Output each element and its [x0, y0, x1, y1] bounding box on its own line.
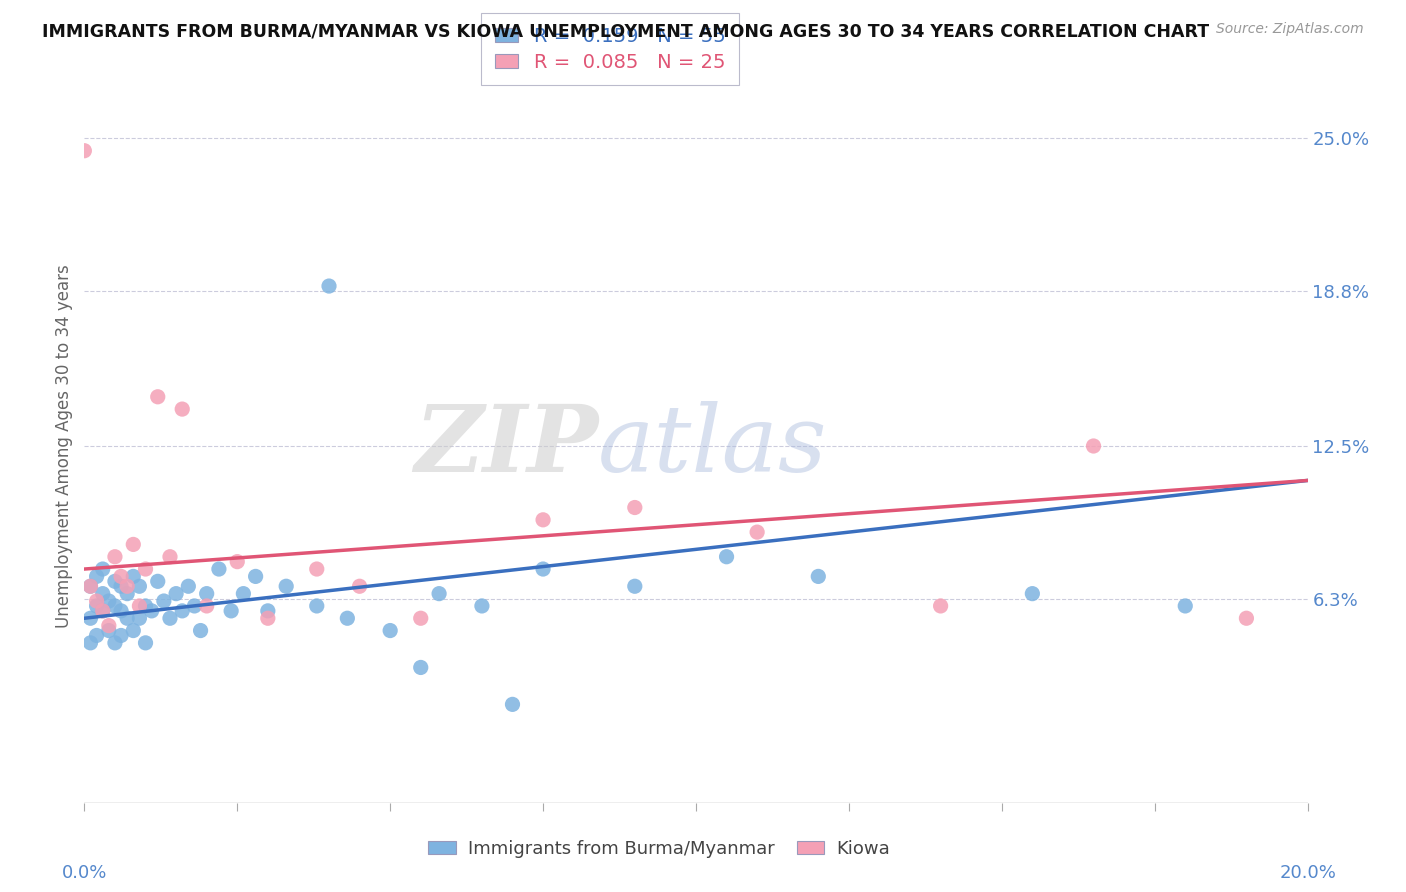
Point	[807, 569, 830, 583]
Point	[141, 604, 163, 618]
Point	[104, 599, 127, 613]
Point	[135, 599, 157, 613]
Point	[172, 604, 194, 618]
Point	[219, 604, 242, 618]
Point	[1083, 439, 1105, 453]
Point	[232, 587, 254, 601]
Point	[79, 579, 101, 593]
Point	[177, 579, 200, 593]
Point	[86, 594, 108, 608]
Point	[104, 549, 127, 564]
Point	[110, 604, 132, 618]
Point	[183, 599, 205, 613]
Point	[716, 549, 738, 564]
Text: 20.0%: 20.0%	[1279, 864, 1336, 882]
Point	[195, 587, 218, 601]
Point	[128, 599, 150, 613]
Point	[427, 587, 450, 601]
Point	[747, 525, 769, 540]
Point	[110, 628, 132, 642]
Point	[305, 599, 328, 613]
Point	[190, 624, 212, 638]
Point	[110, 579, 132, 593]
Point	[471, 599, 494, 613]
Point	[122, 569, 145, 583]
Point	[122, 537, 145, 551]
Text: 0.0%: 0.0%	[62, 864, 107, 882]
Point	[86, 569, 108, 583]
Point	[97, 594, 120, 608]
Text: atlas: atlas	[598, 401, 828, 491]
Point	[128, 579, 150, 593]
Point	[257, 604, 280, 618]
Point	[91, 604, 114, 618]
Point	[929, 599, 952, 613]
Point	[409, 611, 432, 625]
Point	[91, 587, 114, 601]
Point	[1236, 611, 1258, 625]
Point	[97, 624, 120, 638]
Point	[115, 611, 138, 625]
Point	[115, 587, 138, 601]
Point	[624, 579, 647, 593]
Point	[110, 569, 132, 583]
Point	[79, 636, 101, 650]
Point	[380, 624, 402, 638]
Legend: Immigrants from Burma/Myanmar, Kiowa: Immigrants from Burma/Myanmar, Kiowa	[422, 833, 897, 865]
Point	[208, 562, 231, 576]
Text: ZIP: ZIP	[413, 401, 598, 491]
Point	[79, 611, 101, 625]
Point	[172, 402, 194, 417]
Point	[245, 569, 267, 583]
Point	[115, 579, 138, 593]
Point	[624, 500, 647, 515]
Point	[226, 555, 249, 569]
Y-axis label: Unemployment Among Ages 30 to 34 years: Unemployment Among Ages 30 to 34 years	[55, 264, 73, 628]
Point	[91, 604, 114, 618]
Point	[159, 611, 181, 625]
Text: IMMIGRANTS FROM BURMA/MYANMAR VS KIOWA UNEMPLOYMENT AMONG AGES 30 TO 34 YEARS CO: IMMIGRANTS FROM BURMA/MYANMAR VS KIOWA U…	[42, 22, 1209, 40]
Point	[1021, 587, 1043, 601]
Point	[531, 562, 554, 576]
Point	[135, 636, 157, 650]
Point	[336, 611, 359, 625]
Point	[531, 513, 554, 527]
Point	[79, 579, 101, 593]
Point	[1174, 599, 1197, 613]
Point	[165, 587, 187, 601]
Point	[86, 628, 108, 642]
Point	[153, 594, 176, 608]
Point	[104, 574, 127, 589]
Point	[97, 618, 120, 632]
Point	[349, 579, 371, 593]
Point	[128, 611, 150, 625]
Point	[104, 636, 127, 650]
Point	[195, 599, 218, 613]
Point	[305, 562, 328, 576]
Point	[91, 562, 114, 576]
Point	[159, 549, 181, 564]
Text: Source: ZipAtlas.com: Source: ZipAtlas.com	[1216, 22, 1364, 37]
Point	[122, 624, 145, 638]
Point	[502, 698, 524, 712]
Point	[86, 599, 108, 613]
Point	[318, 279, 340, 293]
Point	[257, 611, 280, 625]
Point	[146, 574, 169, 589]
Point	[135, 562, 157, 576]
Point	[73, 144, 96, 158]
Point	[146, 390, 169, 404]
Point	[276, 579, 298, 593]
Point	[409, 660, 432, 674]
